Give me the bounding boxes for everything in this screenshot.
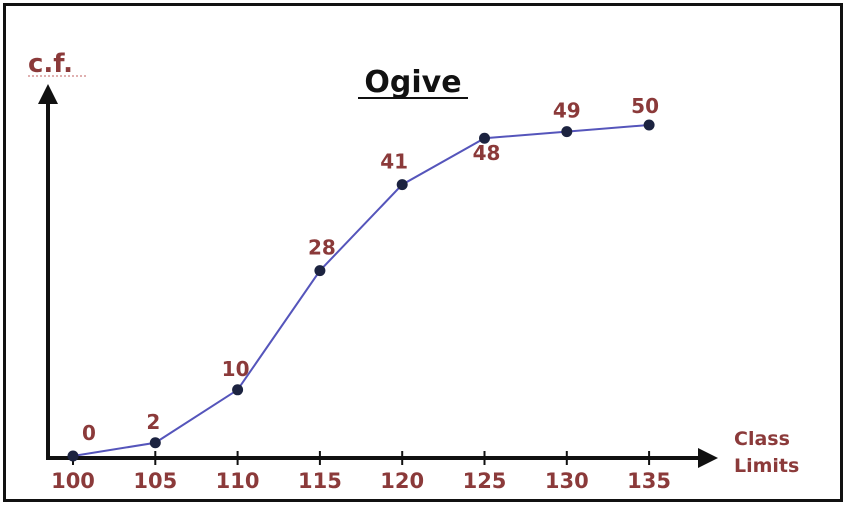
- x-tick-label: 125: [463, 469, 507, 493]
- data-point: [149, 437, 161, 449]
- x-axis-arrowhead: [698, 448, 718, 468]
- x-axis-label-line1: Class: [734, 428, 790, 450]
- data-label: 28: [308, 236, 336, 260]
- x-tick-label: 100: [51, 469, 95, 493]
- x-tick-label: 105: [133, 469, 177, 493]
- series-line: [72, 124, 650, 457]
- data-point: [561, 126, 573, 138]
- data-label: 49: [553, 99, 581, 123]
- x-tick-label: 110: [216, 469, 260, 493]
- data-label: 48: [473, 141, 501, 165]
- data-label: 50: [631, 94, 659, 118]
- data-point: [67, 450, 79, 462]
- y-axis-arrowhead: [38, 84, 58, 104]
- data-point: [232, 384, 244, 396]
- chart-title: Ogive: [364, 65, 461, 100]
- y-axis-label: c.f.: [28, 49, 73, 79]
- x-tick-label: 135: [627, 469, 671, 493]
- x-axis-label-line2: Limits: [734, 455, 799, 477]
- x-tick-label: 120: [380, 469, 424, 493]
- data-label: 2: [146, 410, 160, 434]
- data-point: [314, 265, 326, 277]
- data-label: 10: [222, 357, 250, 381]
- data-point: [643, 119, 655, 131]
- data-label: 0: [82, 421, 96, 445]
- x-tick-label: 115: [298, 469, 342, 493]
- data-point: [479, 132, 490, 144]
- x-tick-label: 130: [545, 469, 589, 493]
- data-label: 41: [380, 150, 408, 174]
- chart-frame: [3, 3, 843, 502]
- data-point: [396, 179, 408, 191]
